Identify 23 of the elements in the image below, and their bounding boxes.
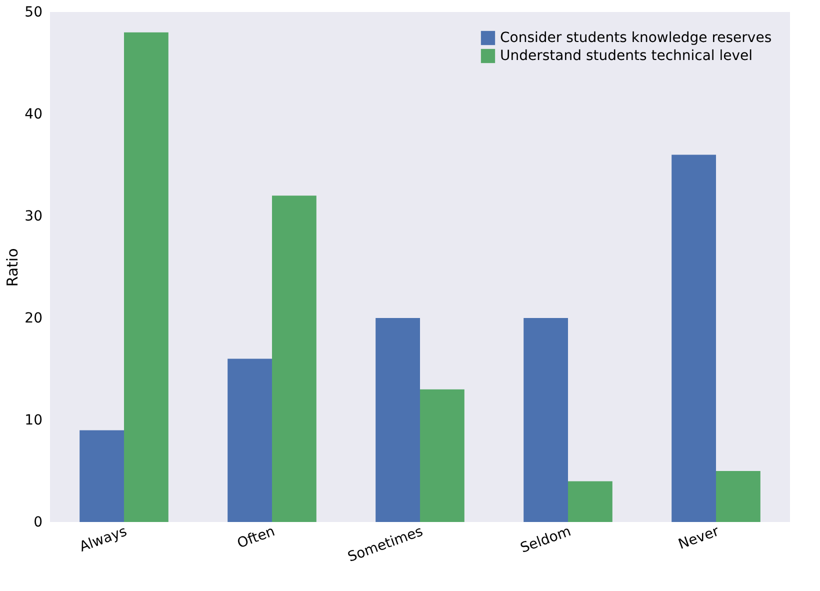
- y-tick-label: 40: [24, 106, 42, 122]
- bar: [420, 389, 464, 522]
- bar: [716, 471, 760, 522]
- bar: [376, 318, 420, 522]
- bar: [524, 318, 568, 522]
- bar: [272, 196, 316, 522]
- bar: [672, 154, 716, 522]
- legend-label: Consider students knowledge reserves: [500, 30, 772, 46]
- bar: [228, 358, 272, 522]
- x-tick-label: Always: [78, 524, 130, 556]
- x-tick-label: Never: [676, 523, 722, 553]
- y-tick-label: 0: [34, 514, 42, 530]
- x-tick-label: Seldom: [518, 524, 574, 557]
- y-axis-title: Ratio: [4, 248, 22, 287]
- y-tick-label: 50: [24, 4, 42, 20]
- y-tick-label: 20: [24, 310, 42, 326]
- bar: [80, 430, 124, 522]
- y-tick-label: 10: [24, 412, 42, 428]
- y-tick-label: 30: [24, 208, 42, 224]
- legend-label: Understand students technical level: [500, 48, 753, 64]
- x-tick-label: Often: [235, 524, 278, 552]
- bar: [124, 32, 168, 522]
- bar: [568, 481, 612, 522]
